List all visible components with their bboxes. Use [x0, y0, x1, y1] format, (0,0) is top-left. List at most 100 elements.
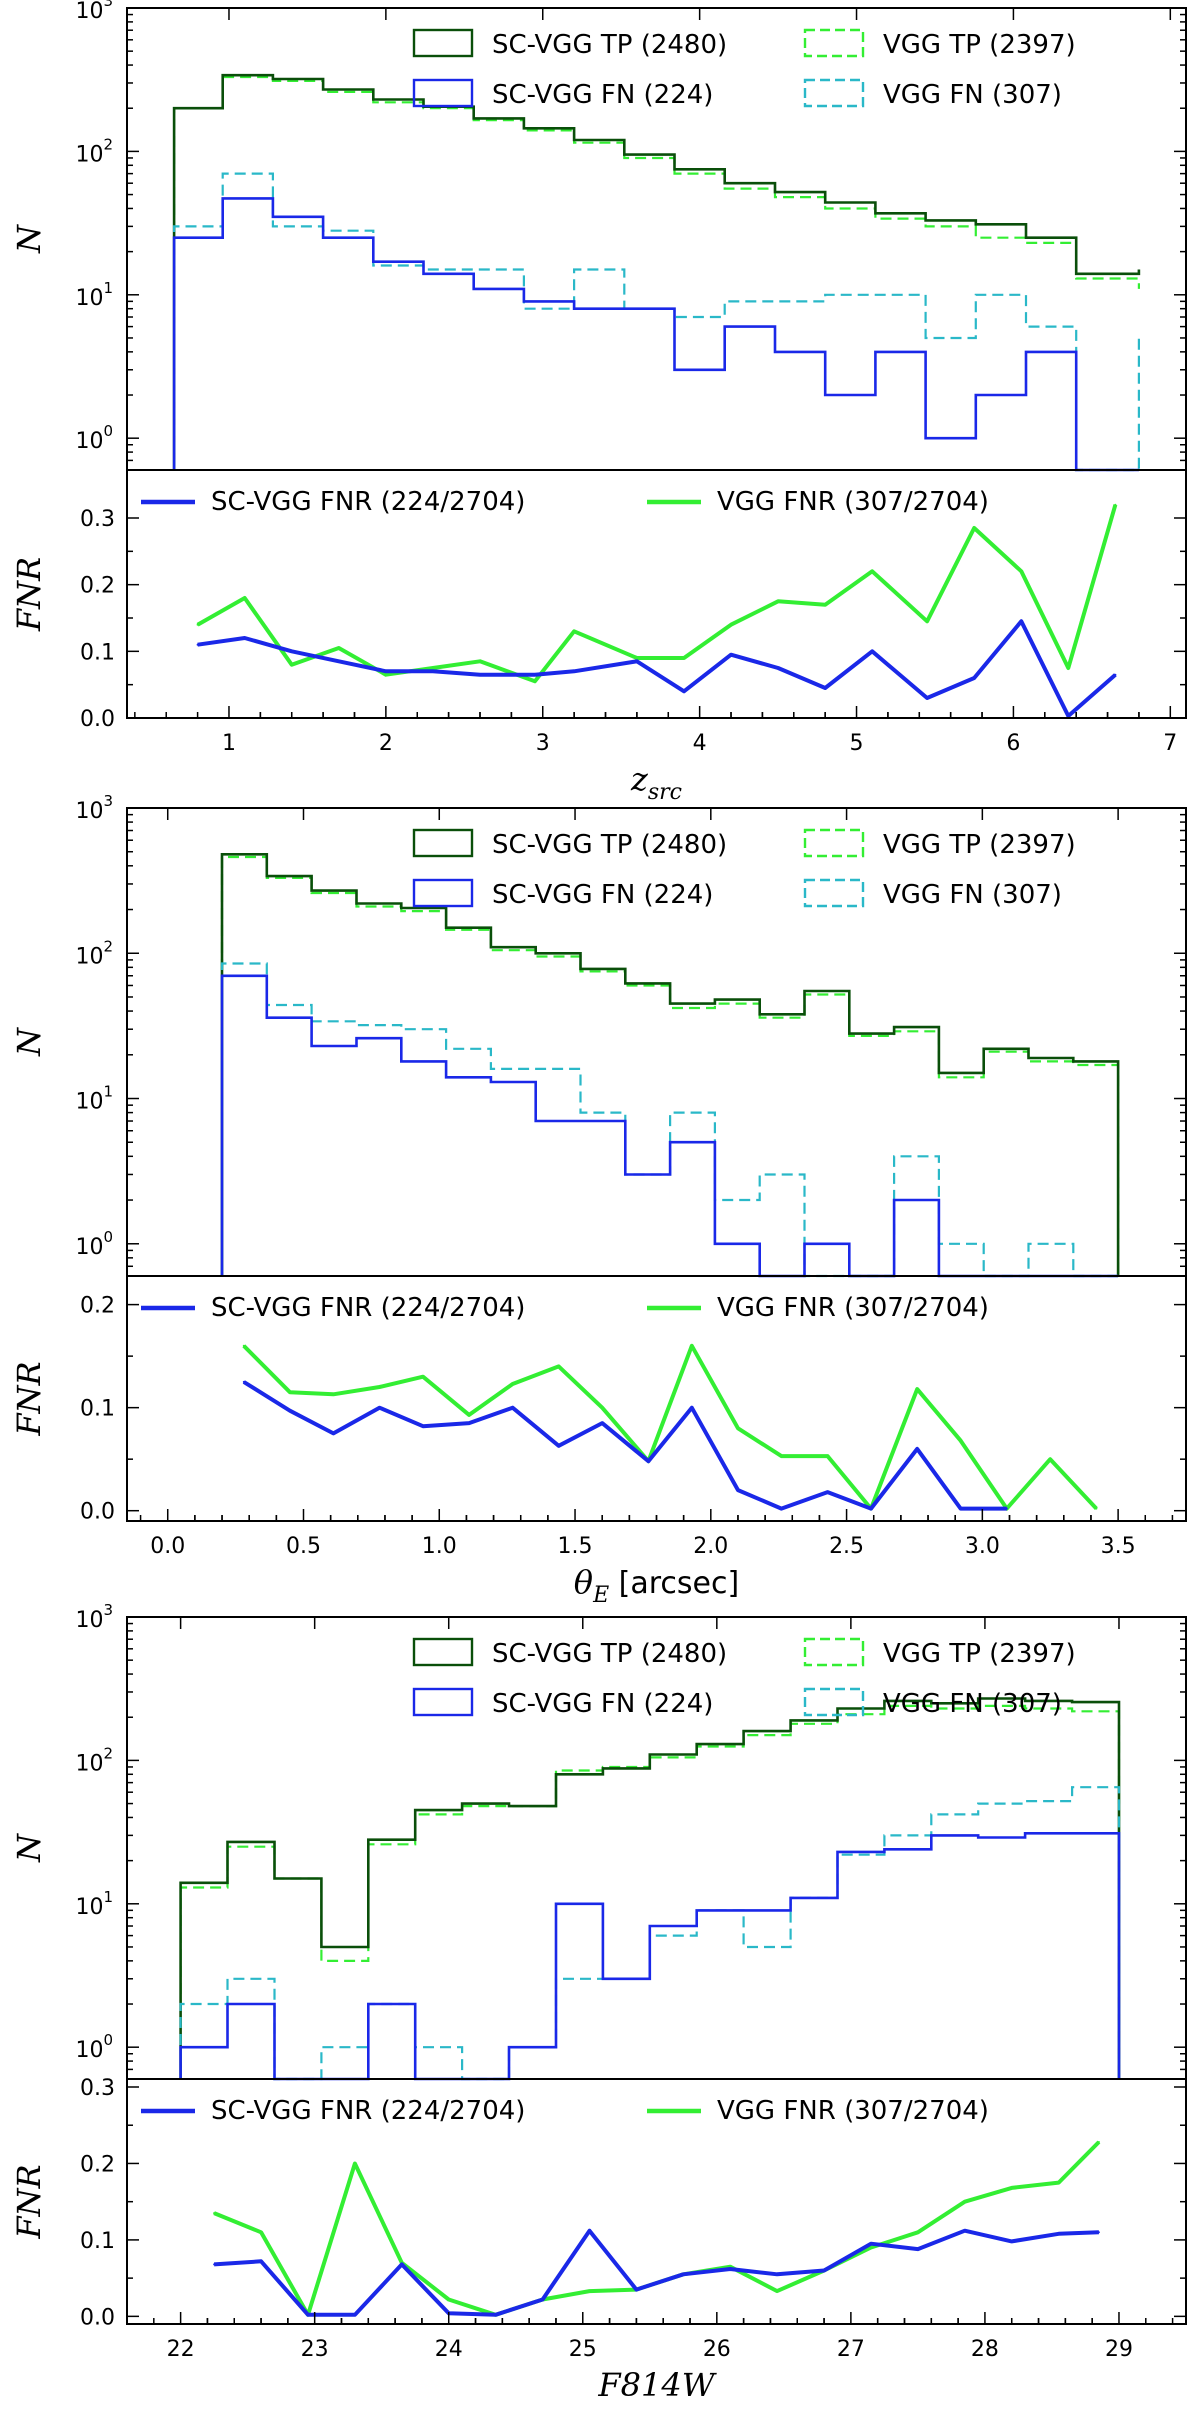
y-tick-label: 0.2	[80, 1294, 115, 1319]
fnr-point-sc_vgg_fnr-13	[826, 1491, 829, 1494]
fnr-point-vgg_fnr-8	[573, 630, 576, 633]
x-tick-label: 2.5	[829, 1534, 864, 1559]
fnr-point-vgg_fnr-4	[384, 673, 387, 676]
fnr-point-vgg_fnr-2	[332, 1393, 335, 1396]
x-tick-label: 27	[837, 2337, 865, 2362]
fnr-point-sc_vgg_fnr-15	[916, 1447, 919, 1450]
legend-swatch-sc_vgg_fn	[412, 1687, 474, 1717]
fnr-point-vgg_fnr-16	[963, 2200, 966, 2203]
y-tick-label: 101	[75, 279, 113, 311]
fnr-point-sc_vgg_fnr-8	[601, 1422, 604, 1425]
fnr-point-sc_vgg_fnr-8	[573, 670, 576, 673]
legend-swatch-vgg_fn	[803, 78, 865, 108]
fnr-point-vgg_fnr-15	[916, 2231, 919, 2234]
y-axis-label: N	[10, 1833, 48, 1863]
legend-label-sc_vgg_fnr: SC-VGG FNR (224/2704)	[211, 1293, 525, 1323]
fnr-panel-top-fnr: 0.0 0.1 0.2 0.3 1 2 3 4 5 6 7 FNR zsrc SC-VGG FNR (22…	[10, 469, 1187, 805]
fnr-point-sc_vgg_fnr-16	[959, 1507, 962, 1510]
legend-label-sc_vgg_fn: SC-VGG FN (224)	[492, 880, 713, 910]
fnr-point-sc_vgg_fnr-13	[824, 687, 827, 689]
y-tick-label: 101	[75, 1888, 113, 1920]
y-axis-label: FNR	[10, 2164, 48, 2239]
fnr-point-vgg_fnr-18	[1067, 667, 1070, 669]
y-axis-label: N	[10, 1027, 48, 1057]
fnr-point-vgg_fnr-12	[776, 2290, 779, 2293]
legend-label-vgg_fn: VGG FN (307)	[883, 80, 1062, 110]
x-axis-label: θE [arcsec]	[574, 1563, 739, 1608]
fnr-point-sc_vgg_fnr-11	[730, 653, 732, 656]
fnr-point-sc_vgg_fnr-14	[870, 2242, 872, 2245]
fnr-point-sc_vgg_fnr-2	[290, 650, 293, 653]
legend-label-sc_vgg_tp: SC-VGG TP (2480)	[492, 30, 727, 60]
hist-series-sc_vgg_tp	[172, 73, 1141, 470]
fnr-point-vgg_fnr-7	[533, 680, 536, 683]
fnr-point-vgg_fnr-0	[213, 2212, 216, 2215]
y-tick-label: 0.1	[80, 2229, 115, 2254]
fnr-point-vgg_fnr-14	[871, 570, 874, 573]
fnr-point-vgg_fnr-3	[378, 1386, 381, 1388]
fnr-point-vgg_fnr-15	[926, 620, 929, 623]
hist-series-sc_vgg_fn	[172, 197, 1139, 472]
x-tick-label: 3.0	[965, 1534, 1000, 1559]
y-tick-label: 0.1	[80, 1397, 115, 1422]
fnr-point-sc_vgg_fnr-3	[378, 1406, 381, 1409]
fnr-point-vgg_fnr-16	[973, 527, 976, 529]
x-tick-label: 3.5	[1101, 1534, 1136, 1559]
fnr-point-sc_vgg_fnr-14	[870, 1507, 872, 1510]
fnr-point-vgg_fnr-6	[511, 1383, 514, 1385]
y-tick-label: 0.3	[80, 2076, 115, 2101]
x-tick-label: 1.0	[422, 1534, 457, 1559]
histogram-panel-middle: 100 101 102 103 N SC-VGG TP (2480) VGG TP (239…	[10, 792, 1187, 1278]
fnr-point-vgg_fnr-3	[337, 647, 340, 649]
legend-label-vgg_fn: VGG FN (307)	[883, 880, 1062, 910]
legend-swatch-sc_vgg_fn	[412, 78, 474, 108]
fnr-point-sc_vgg_fnr-1	[260, 2260, 263, 2263]
fnr-point-vgg_fnr-16	[959, 1439, 962, 1442]
fnr-point-sc_vgg_fnr-13	[823, 2269, 826, 2272]
legend-swatch-sc_vgg_tp	[412, 28, 474, 58]
fnr-point-vgg_fnr-19	[1114, 503, 1117, 506]
legend-swatch-vgg_fn	[803, 1687, 865, 1717]
legend-swatch-sc_vgg_tp	[412, 828, 474, 858]
y-tick-label: 102	[75, 135, 113, 167]
x-tick-label: 3	[536, 731, 550, 756]
fnr-point-vgg_fnr-1	[243, 597, 246, 599]
fnr-point-sc_vgg_fnr-9	[635, 660, 638, 663]
fnr-point-sc_vgg_fnr-10	[683, 690, 685, 693]
fnr-point-vgg_fnr-19	[1097, 2141, 1100, 2143]
fnr-line-vgg_fnr	[196, 504, 1118, 684]
fnr-point-vgg_fnr-8	[588, 2290, 591, 2293]
fnr-point-vgg_fnr-17	[1020, 570, 1023, 573]
x-tick-label: 24	[435, 2337, 463, 2362]
fnr-point-sc_vgg_fnr-18	[1057, 2232, 1060, 2235]
fnr-point-vgg_fnr-18	[1049, 1458, 1052, 1461]
fnr-point-sc_vgg_fnr-0	[196, 643, 199, 646]
fnr-line-sc_vgg_fnr	[242, 1380, 1007, 1511]
fnr-point-sc_vgg_fnr-1	[288, 1409, 291, 1412]
fnr-panel-bottom-fnr: 0.0 0.1 0.2 0.3 22 23 24 25 26 27 28 29 FNR F814W SC-V…	[10, 2076, 1187, 2404]
fnr-point-sc_vgg_fnr-4	[422, 1425, 424, 1428]
x-tick-label: 0.0	[150, 1534, 185, 1559]
legend-label-vgg_fnr: VGG FNR (307/2704)	[717, 487, 989, 517]
fnr-panel-middle-fnr: 0.0 0.1 0.2 0.0 0.5 1.0 1.5 2.0 2.5 3.0 3.5 FNR θE […	[10, 1275, 1187, 1608]
fnr-point-sc_vgg_fnr-10	[690, 1406, 693, 1409]
fnr-point-sc_vgg_fnr-12	[776, 2273, 779, 2276]
y-tick-label: 100	[75, 2031, 113, 2063]
fnr-point-vgg_fnr-0	[242, 1344, 245, 1347]
fnr-point-sc_vgg_fnr-5	[468, 1422, 471, 1425]
fnr-point-vgg_fnr-9	[635, 657, 638, 659]
y-tick-label: 0.3	[80, 507, 115, 532]
y-tick-label: 103	[75, 1601, 113, 1633]
legend-label-sc_vgg_tp: SC-VGG TP (2480)	[492, 830, 727, 860]
y-tick-label: 102	[75, 1744, 113, 1776]
legend-label-sc_vgg_tp: SC-VGG TP (2480)	[492, 1639, 727, 1669]
fnr-point-sc_vgg_fnr-17	[1020, 620, 1023, 623]
fnr-point-sc_vgg_fnr-0	[213, 2263, 216, 2266]
fnr-point-sc_vgg_fnr-6	[494, 2313, 497, 2316]
x-tick-label: 26	[703, 2337, 731, 2362]
x-tick-label: 23	[301, 2337, 329, 2362]
fnr-point-sc_vgg_fnr-1	[243, 637, 246, 639]
fnr-point-sc_vgg_fnr-17	[1005, 1507, 1008, 1510]
legend-swatch-vgg_tp	[803, 1637, 865, 1667]
